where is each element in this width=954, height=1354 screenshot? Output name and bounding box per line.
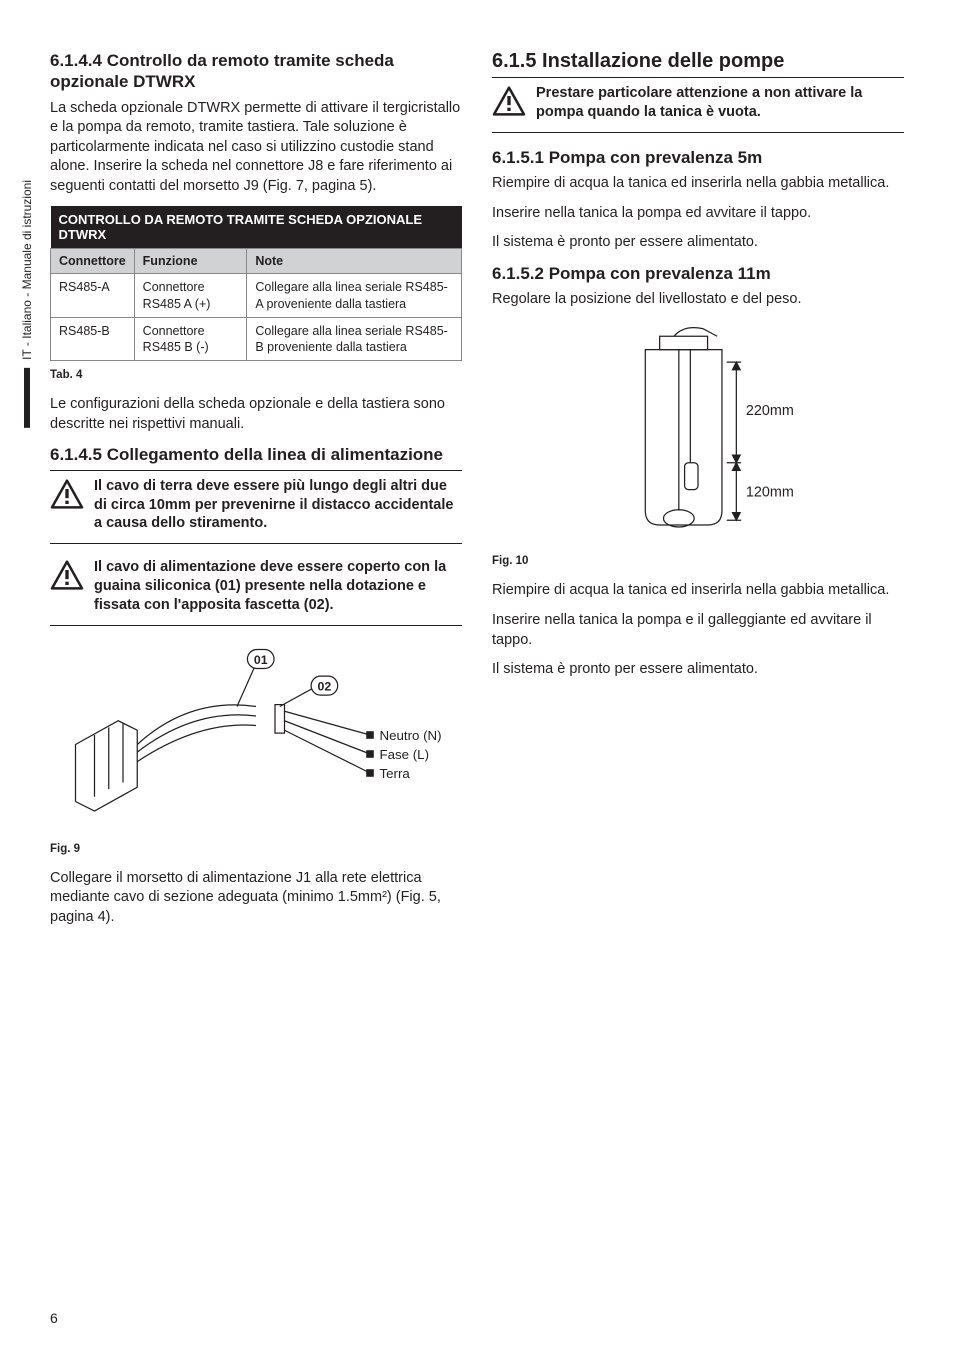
- warning-pump-empty: Prestare particolare attenzione a non at…: [492, 84, 904, 133]
- warning-icon: [50, 479, 84, 509]
- cell: Collegare alla linea seriale RS485-A pro…: [247, 274, 462, 318]
- cell: Connettore RS485 A (+): [134, 274, 247, 318]
- cell: RS485-B: [51, 317, 135, 361]
- heading-6-1-5-2: 6.1.5.2 Pompa con prevalenza 11m: [492, 263, 904, 284]
- para-after-fig9: Collegare il morsetto di alimentazione J…: [50, 869, 462, 928]
- two-column-layout: 6.1.4.4 Controllo da remoto tramite sche…: [50, 50, 904, 937]
- callout-01: 01: [254, 653, 268, 667]
- table-row: RS485-A Connettore RS485 A (+) Collegare…: [51, 274, 462, 318]
- label-fase: Fase (L): [380, 747, 430, 762]
- cell: Connettore RS485 B (-): [134, 317, 247, 361]
- side-tab-text: IT - Italiano - Manuale di istruzioni: [20, 180, 34, 360]
- fig9-caption: Fig. 9: [50, 843, 462, 855]
- side-tab-bar: [24, 368, 30, 428]
- figure-9-power-connection: 01 02 Neutro (N) Fase (L) Terra: [50, 640, 462, 830]
- warning-icon: [50, 560, 84, 590]
- warning-ground-cable: Il cavo di terra deve essere più lungo d…: [50, 477, 462, 545]
- para-after-tab4: Le configurazioni della scheda opzionale…: [50, 395, 462, 434]
- fig10-caption: Fig. 10: [492, 555, 904, 567]
- heading-6-1-5-1: 6.1.5.1 Pompa con prevalenza 5m: [492, 147, 904, 168]
- para: Il sistema è pronto per essere alimentat…: [492, 233, 904, 253]
- callout-02: 02: [318, 679, 332, 693]
- side-tab: IT - Italiano - Manuale di istruzioni: [20, 180, 34, 428]
- tab4-caption: Tab. 4: [50, 369, 462, 381]
- table-dtwrx: CONTROLLO DA REMOTO TRAMITE SCHEDA OPZIO…: [50, 206, 462, 361]
- table-title: CONTROLLO DA REMOTO TRAMITE SCHEDA OPZIO…: [51, 206, 462, 249]
- dim-120: 120mm: [746, 485, 794, 501]
- page-number: 6: [50, 1310, 58, 1326]
- para: Inserire nella tanica la pompa ed avvita…: [492, 204, 904, 224]
- warning-text: Prestare particolare attenzione a non at…: [536, 84, 904, 122]
- warning-power-cable: Il cavo di alimentazione deve essere cop…: [50, 558, 462, 626]
- col-connettore: Connettore: [51, 249, 135, 274]
- warning-text: Il cavo di alimentazione deve essere cop…: [94, 558, 462, 615]
- figure-10-tank: 220mm 120mm: [578, 319, 818, 549]
- table-row: RS485-B Connettore RS485 B (-) Collegare…: [51, 317, 462, 361]
- warning-text: Il cavo di terra deve essere più lungo d…: [94, 477, 462, 534]
- warning-icon: [492, 86, 526, 116]
- col-note: Note: [247, 249, 462, 274]
- col-funzione: Funzione: [134, 249, 247, 274]
- cell: Collegare alla linea seriale RS485-B pro…: [247, 317, 462, 361]
- para: Regolare la posizione del livellostato e…: [492, 290, 904, 310]
- heading-6-1-4-5: 6.1.4.5 Collegamento della linea di alim…: [50, 444, 462, 470]
- dim-220: 220mm: [746, 403, 794, 419]
- heading-6-1-5: 6.1.5 Installazione delle pompe: [492, 50, 904, 78]
- label-neutro: Neutro (N): [380, 728, 442, 743]
- para: Riempire di acqua la tanica ed inserirla…: [492, 174, 904, 194]
- para: Inserire nella tanica la pompa e il gall…: [492, 611, 904, 650]
- para: Riempire di acqua la tanica ed inserirla…: [492, 581, 904, 601]
- right-column: 6.1.5 Installazione delle pompe Prestare…: [492, 50, 904, 937]
- cell: RS485-A: [51, 274, 135, 318]
- label-terra: Terra: [380, 766, 411, 781]
- para: Il sistema è pronto per essere alimentat…: [492, 660, 904, 680]
- left-column: 6.1.4.4 Controllo da remoto tramite sche…: [50, 50, 462, 937]
- para-6-1-4-4: La scheda opzionale DTWRX permette di at…: [50, 99, 462, 197]
- heading-6-1-4-4: 6.1.4.4 Controllo da remoto tramite sche…: [50, 50, 462, 93]
